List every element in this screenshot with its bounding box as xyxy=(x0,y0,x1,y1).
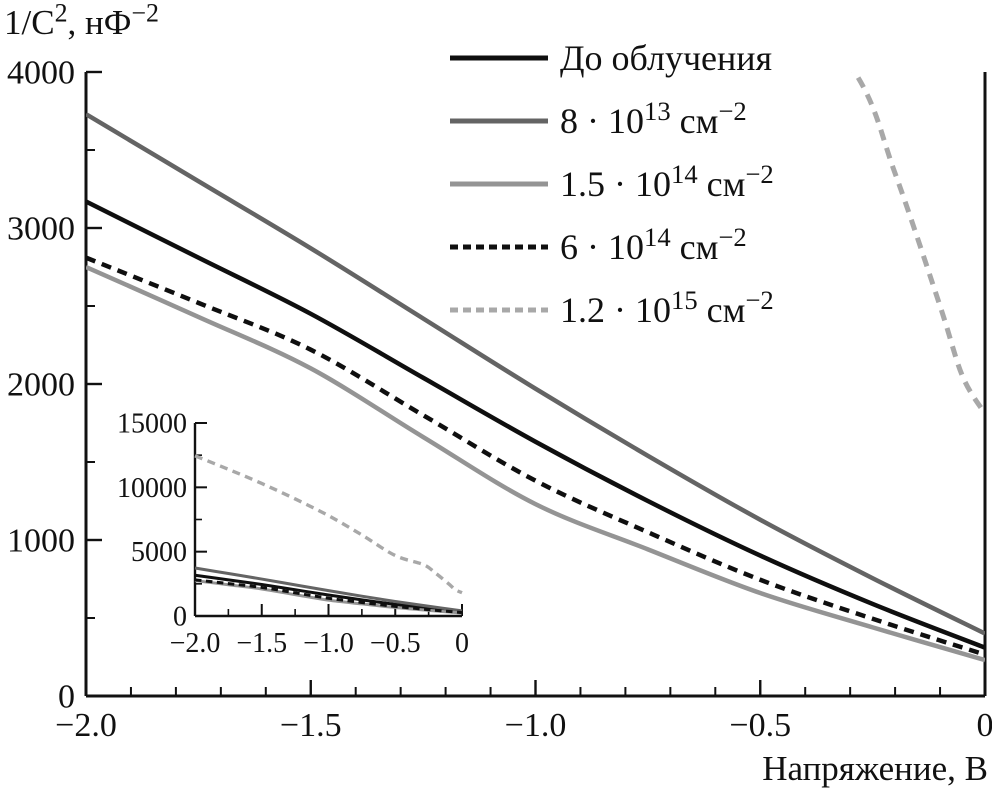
axis-spines xyxy=(84,72,987,698)
x-tick-label: −1.5 xyxy=(280,707,342,744)
x-tick-label: −1.5 xyxy=(236,628,287,659)
y-tick-label: 3000 xyxy=(7,211,75,248)
y-tick-label: 15000 xyxy=(117,409,187,440)
legend-label: 8 · 1013 см−2 xyxy=(560,96,747,141)
series-dose-1.2e15 xyxy=(851,72,985,415)
y-axis-title: 1/C2, нФ−2 xyxy=(4,0,159,42)
legend: До облучения 8 · 1013 см−2 1.5 · 1014 см−2… xyxy=(450,38,774,330)
y-tick-label: 10000 xyxy=(117,473,187,504)
series-dose-6e14 xyxy=(86,255,985,657)
y-tick-label: 0 xyxy=(58,679,75,716)
y-tick-label: 5000 xyxy=(131,537,187,568)
legend-entry-dose-6e14: 6 · 1014 см−2 xyxy=(450,222,747,267)
legend-entry-dose-1.5e14: 1.5 · 1014 см−2 xyxy=(450,159,774,204)
series-dose-8e13 xyxy=(194,566,463,613)
series-dose-1.2e15 xyxy=(194,454,463,595)
main-plot-series xyxy=(86,72,985,663)
series-dose-6e14 xyxy=(194,578,463,615)
x-tick-label: −2.0 xyxy=(170,628,221,659)
x-tick-label: −2.0 xyxy=(55,707,117,744)
x-tick-label: −1.0 xyxy=(505,707,567,744)
x-tick-label: −1.0 xyxy=(303,628,354,659)
legend-entry-dose-1.2e15: 1.2 · 1015 см−2 xyxy=(450,285,774,330)
inset-plot-axes: −2.0 −1.5 −1.0 −0.5 0 0 5000 10000 15000 xyxy=(117,409,469,659)
main-plot-axes: −2.0 −1.5 −1.0 −0.5 0 0 1000 2000 3000 4000 xyxy=(7,55,992,744)
series-dose-1.5e14 xyxy=(86,264,985,663)
inset-plot-series xyxy=(194,454,463,615)
y-tick-label: 2000 xyxy=(7,367,75,404)
x-tick-label: −0.5 xyxy=(729,707,791,744)
x-tick-label: 0 xyxy=(977,707,992,744)
legend-label: 6 · 1014 см−2 xyxy=(560,222,747,267)
x-tick-label: 0 xyxy=(455,628,469,659)
series-dose-8e13 xyxy=(86,112,985,636)
series-do-oblucheniya xyxy=(86,199,985,650)
x-tick-label: −0.5 xyxy=(370,628,421,659)
legend-entry-dose-8e13: 8 · 1013 см−2 xyxy=(450,96,747,141)
x-axis-title: Напряжение, В xyxy=(762,749,988,788)
legend-entry-do-oblucheniya: До облучения xyxy=(450,38,772,78)
y-tick-label: 1000 xyxy=(7,523,75,560)
legend-label: 1.2 · 1015 см−2 xyxy=(560,285,774,330)
y-tick-label: 0 xyxy=(173,602,187,633)
legend-label: До облучения xyxy=(560,38,772,78)
legend-label: 1.5 · 1014 см−2 xyxy=(560,159,774,204)
y-tick-label: 4000 xyxy=(7,55,75,92)
